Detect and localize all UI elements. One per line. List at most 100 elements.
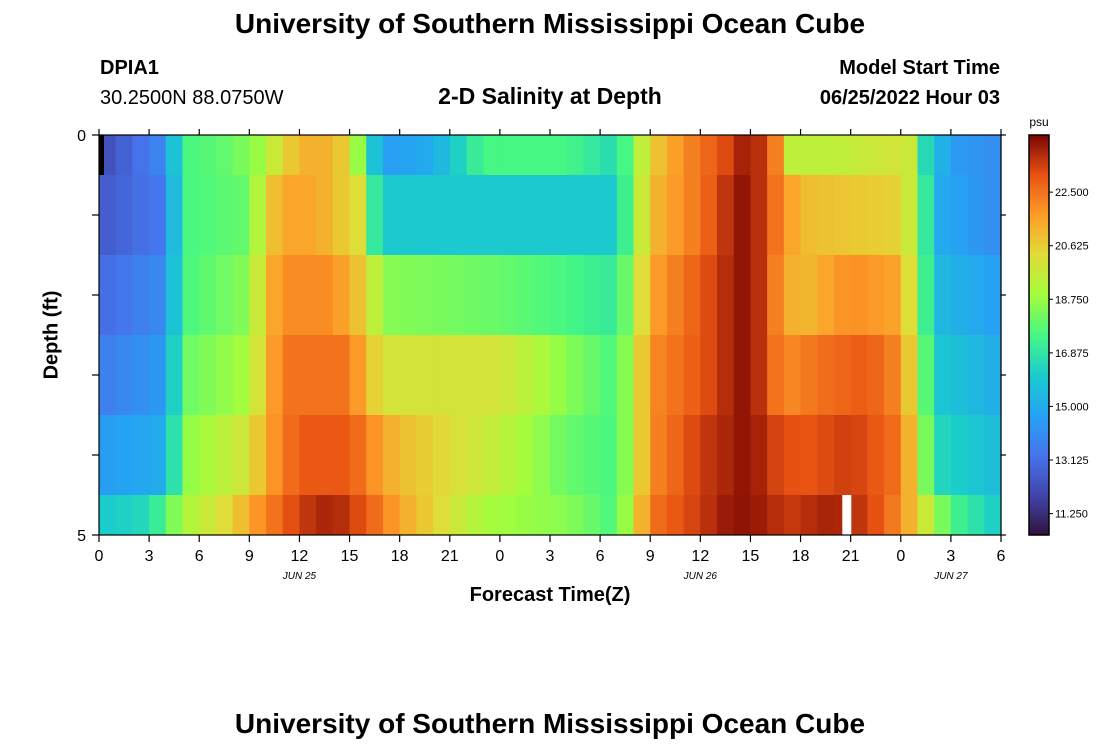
x-tick-label: 18 bbox=[391, 548, 409, 565]
heatmap-cell bbox=[533, 495, 551, 535]
x-date-label: JUN 26 bbox=[683, 571, 718, 582]
heatmap-cell bbox=[499, 175, 518, 255]
heatmap-cell bbox=[165, 415, 184, 495]
station-coordinates: 30.2500N 88.0750W bbox=[100, 87, 284, 109]
heatmap-cell bbox=[566, 335, 584, 415]
heatmap-cell bbox=[483, 495, 501, 535]
heatmap-cell bbox=[767, 495, 785, 535]
heatmap-cell bbox=[750, 335, 768, 415]
heatmap-cell bbox=[215, 175, 234, 255]
heatmap-cell bbox=[750, 495, 768, 535]
heatmap-cell bbox=[199, 495, 217, 535]
heatmap-cell bbox=[533, 415, 551, 495]
heatmap-cell bbox=[165, 335, 184, 415]
heatmap-cell bbox=[499, 495, 518, 535]
heatmap-cell bbox=[633, 495, 651, 535]
heatmap-cell bbox=[666, 255, 685, 335]
heatmap-cell bbox=[332, 255, 351, 335]
heatmap-cell bbox=[466, 495, 484, 535]
heatmap-cell bbox=[149, 255, 167, 335]
heatmap-cell bbox=[382, 135, 401, 175]
heatmap-cell bbox=[984, 255, 1002, 335]
y-tick-label: 5 bbox=[77, 528, 86, 545]
colorbar-label: 20.625 bbox=[1055, 241, 1089, 253]
heatmap-cell bbox=[566, 255, 584, 335]
heatmap-cell bbox=[299, 255, 317, 335]
heatmap-cell bbox=[299, 415, 317, 495]
heatmap-cell bbox=[650, 495, 668, 535]
heatmap-cell bbox=[833, 415, 852, 495]
heatmap-cell bbox=[950, 495, 969, 535]
heatmap-cell bbox=[600, 175, 618, 255]
heatmap-cell bbox=[800, 175, 818, 255]
heatmap-cell bbox=[783, 495, 802, 535]
heatmap-cell bbox=[182, 175, 200, 255]
page-title-bottom: University of Southern Mississippi Ocean… bbox=[234, 708, 866, 739]
heatmap-cell bbox=[199, 415, 217, 495]
heatmap-cell bbox=[583, 415, 601, 495]
heatmap-cell bbox=[633, 255, 651, 335]
heatmap-cell bbox=[416, 415, 434, 495]
heatmap-cell bbox=[399, 495, 417, 535]
x-tick-label: 12 bbox=[691, 548, 709, 565]
heatmap-cell bbox=[967, 255, 985, 335]
heatmap-cell bbox=[366, 135, 384, 175]
heatmap-cell bbox=[967, 135, 985, 175]
heatmap-cell bbox=[366, 255, 384, 335]
heatmap-cell bbox=[867, 335, 885, 415]
heatmap-cell bbox=[683, 335, 701, 415]
heatmap-cell bbox=[550, 415, 568, 495]
heatmap-cell bbox=[583, 335, 601, 415]
heatmap-cell bbox=[449, 335, 468, 415]
heatmap-cell bbox=[382, 335, 401, 415]
heatmap-cell bbox=[550, 255, 568, 335]
heatmap-cell bbox=[850, 335, 868, 415]
heatmap-cell bbox=[900, 175, 919, 255]
heatmap-cell bbox=[399, 415, 417, 495]
heatmap-cell bbox=[516, 175, 534, 255]
heatmap-cell bbox=[550, 335, 568, 415]
heatmap-cell bbox=[683, 175, 701, 255]
heatmap-cell bbox=[282, 175, 301, 255]
x-tick-label: 6 bbox=[195, 548, 204, 565]
heatmap-cell bbox=[316, 255, 334, 335]
heatmap-cell bbox=[934, 335, 952, 415]
heatmap-cell bbox=[132, 255, 150, 335]
heatmap-cell bbox=[516, 255, 534, 335]
x-axis-label: Forecast Time(Z) bbox=[469, 584, 631, 606]
heatmap-cell bbox=[650, 255, 668, 335]
heatmap-cell bbox=[900, 135, 919, 175]
heatmap-cell bbox=[433, 495, 451, 535]
heatmap-cell bbox=[950, 255, 969, 335]
y-axis-label: Depth (ft) bbox=[40, 290, 63, 380]
heatmap-cell bbox=[149, 495, 167, 535]
heatmap-cell bbox=[733, 135, 752, 175]
heatmap-cell bbox=[132, 415, 150, 495]
heatmap-cell bbox=[616, 335, 635, 415]
heatmap-cell bbox=[600, 495, 618, 535]
heatmap-cell bbox=[934, 495, 952, 535]
heatmap-cell bbox=[165, 495, 184, 535]
heatmap-cell bbox=[700, 175, 718, 255]
heatmap-cell bbox=[449, 135, 468, 175]
heatmap-cell bbox=[115, 415, 133, 495]
heatmap-cell bbox=[199, 175, 217, 255]
heatmap-cell bbox=[249, 175, 267, 255]
heatmap-cell bbox=[884, 255, 902, 335]
heatmap-cell bbox=[533, 175, 551, 255]
heatmap-cell bbox=[867, 135, 885, 175]
heatmap-cell bbox=[783, 255, 802, 335]
heatmap-cell bbox=[232, 415, 250, 495]
heatmap-cell bbox=[433, 175, 451, 255]
heatmap-cell bbox=[199, 135, 217, 175]
heatmap-cell bbox=[366, 175, 384, 255]
heatmap-cell bbox=[115, 495, 133, 535]
heatmap-cell bbox=[950, 135, 969, 175]
heatmap-cell bbox=[583, 135, 601, 175]
heatmap-cell bbox=[249, 135, 267, 175]
heatmap-cell bbox=[282, 415, 301, 495]
heatmap-cell bbox=[817, 415, 835, 495]
heatmap-cell bbox=[733, 255, 752, 335]
missing-data-cell bbox=[842, 495, 852, 535]
heatmap-cell bbox=[382, 495, 401, 535]
